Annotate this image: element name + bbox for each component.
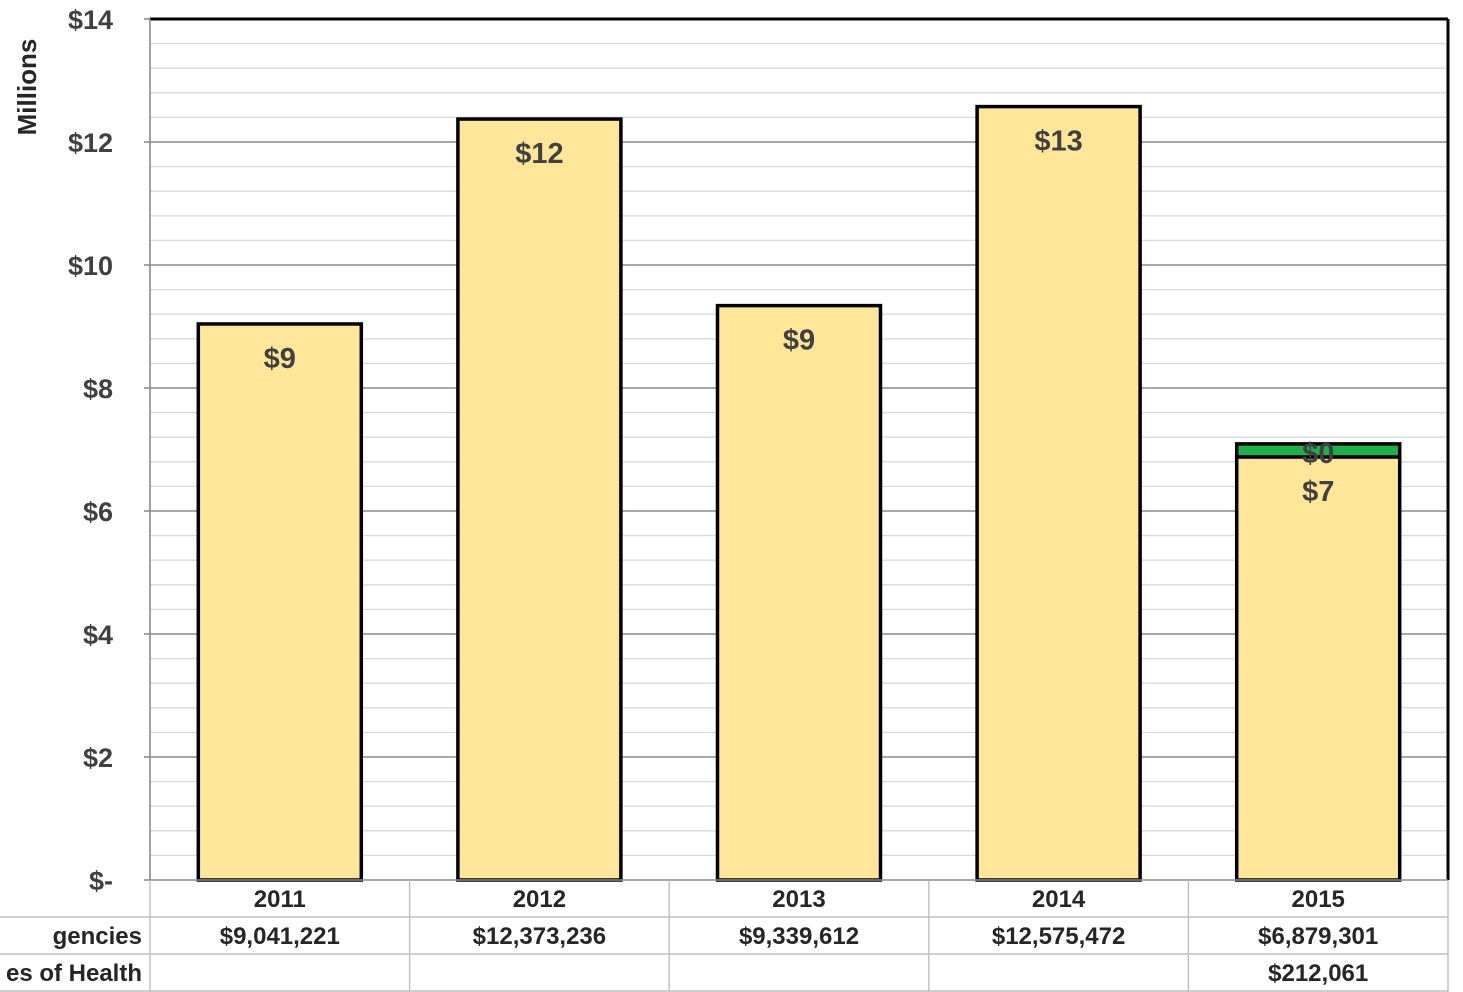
y-tick-label: $4 [83, 620, 113, 650]
x-category-label: 2014 [1032, 886, 1086, 913]
y-tick-label: $12 [68, 128, 113, 158]
bar [196, 322, 364, 882]
bars: $9 $12 $9 $13 $7 $0 [196, 104, 1402, 882]
y-tick-label: $8 [83, 374, 113, 404]
x-category-label: 2012 [513, 886, 566, 913]
y-tick-label: $6 [83, 497, 113, 527]
bar [1234, 442, 1402, 459]
y-axis-title: Millions [12, 39, 42, 136]
table-row-label: es of Health [6, 960, 142, 987]
bar-value-label: $9 [783, 325, 815, 357]
bar-value-label: $0 [1302, 438, 1334, 470]
table-cell: $12,575,472 [992, 923, 1125, 950]
table-cell: $12,373,236 [473, 923, 606, 950]
data-table: 2011 2012 2013 2014 2015 gencies $9,041,221 $12… [0, 880, 1449, 992]
x-category-label: 2013 [772, 886, 825, 913]
y-axis-ticks: $- $2 $4 $6 $8 $10 $12 $14 [68, 5, 150, 896]
table-row-label: gencies [53, 923, 142, 950]
plot-frame [149, 17, 1450, 881]
bar-value-label: $13 [1034, 126, 1082, 158]
x-category-label: 2011 [254, 886, 306, 913]
bar [975, 104, 1142, 882]
table-cell: $212,061 [1268, 960, 1368, 987]
bar [715, 303, 883, 882]
y-tick-label: $2 [83, 743, 113, 773]
bar [1234, 455, 1402, 882]
bar-value-label: $9 [264, 343, 296, 375]
table-cell: $9,041,221 [220, 923, 340, 950]
y-tick-label: $10 [68, 251, 113, 281]
y-tick-label: $14 [68, 5, 113, 35]
table-cell: $6,879,301 [1258, 923, 1378, 950]
bar-value-label: $12 [515, 138, 563, 170]
x-category-label: 2015 [1292, 886, 1345, 913]
y-tick-label: $- [89, 866, 113, 896]
bar [456, 117, 623, 882]
table-cell: $9,339,612 [739, 923, 859, 950]
bar-value-label: $7 [1302, 476, 1334, 508]
